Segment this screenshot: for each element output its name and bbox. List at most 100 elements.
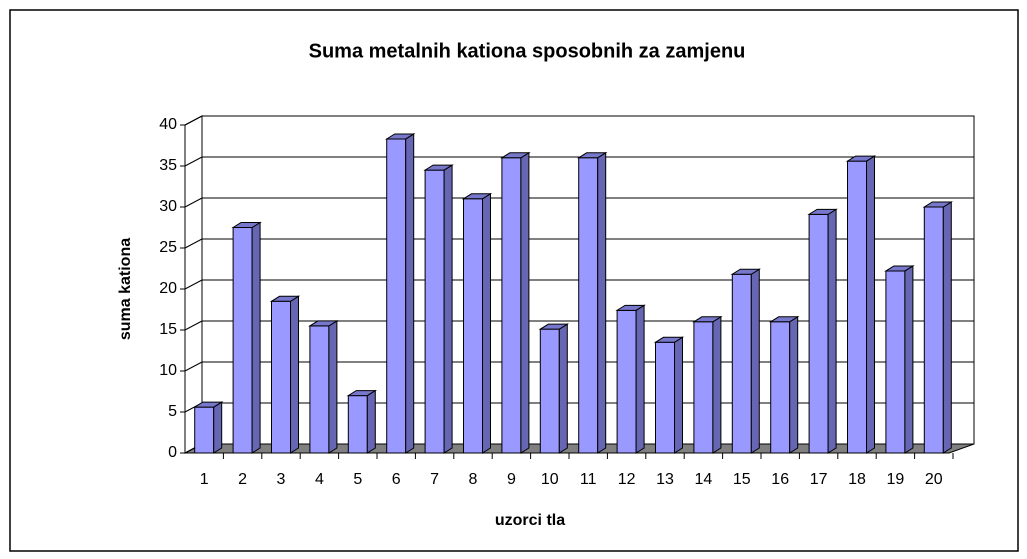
- bar-front: [923, 206, 944, 454]
- bar-front: [232, 227, 253, 454]
- y-tick-label: 20: [159, 280, 177, 297]
- bar-side: [366, 389, 376, 454]
- bar-side: [866, 155, 875, 454]
- bar: [807, 208, 838, 454]
- bar: [576, 151, 608, 454]
- bar: [845, 155, 877, 454]
- x-tick-label: 10: [541, 471, 559, 488]
- bar: [538, 323, 570, 454]
- bar: [231, 221, 262, 454]
- bar-front: [424, 169, 445, 454]
- bar: [653, 336, 685, 454]
- x-tick-label: 2: [238, 471, 247, 488]
- bar-top: [653, 336, 685, 343]
- chart-title: Suma metalnih kationa sposobnih za zamje…: [309, 40, 746, 62]
- x-axis-label: uzorci tla: [495, 512, 565, 529]
- x-tick-label: 15: [733, 471, 751, 488]
- bar-front: [808, 213, 829, 454]
- bar-top: [538, 323, 570, 330]
- bar-front: [885, 270, 906, 454]
- bar-front: [386, 138, 407, 454]
- x-tick-label: 14: [695, 471, 713, 488]
- bar-side: [750, 268, 760, 454]
- bar-top: [500, 152, 531, 159]
- x-tick-label: 5: [353, 471, 362, 488]
- bar-side: [520, 151, 530, 454]
- bar-top: [231, 222, 262, 228]
- grid-line-side: [184, 361, 203, 372]
- bar-side: [290, 295, 299, 454]
- bar-front: [539, 328, 560, 454]
- x-tick-label: 11: [580, 471, 597, 488]
- bar-side: [904, 265, 914, 454]
- bar-front: [616, 309, 637, 454]
- x-tick-label: 13: [656, 471, 674, 488]
- bar: [308, 319, 339, 454]
- bar-side: [674, 336, 683, 454]
- bar-side: [827, 208, 837, 454]
- bar: [500, 151, 531, 454]
- grid-line-side: [184, 279, 203, 290]
- bar-top: [768, 316, 800, 323]
- bar-front: [501, 157, 522, 454]
- x-tick-label: 19: [887, 471, 905, 488]
- x-tick-label: 6: [392, 471, 401, 488]
- bar-top: [692, 316, 723, 323]
- bar-top: [884, 265, 915, 272]
- bar-side: [405, 133, 415, 454]
- grid-line-side: [184, 320, 203, 331]
- bar-top: [615, 304, 646, 311]
- bar-side: [482, 192, 491, 454]
- bar: [692, 315, 723, 454]
- bar-front: [847, 160, 867, 454]
- bar-top: [845, 155, 877, 162]
- y-tick-label: 15: [159, 321, 177, 338]
- x-tick-label: 12: [618, 471, 636, 488]
- y-tick-label: 5: [168, 403, 177, 420]
- y-tick-label: 25: [159, 239, 177, 256]
- bar: [346, 389, 378, 454]
- bar: [768, 315, 800, 454]
- grid-line-side: [184, 238, 203, 249]
- bar-front: [655, 341, 675, 454]
- x-tick-label: 9: [507, 471, 516, 488]
- bar-top: [384, 133, 416, 140]
- bar-side: [251, 221, 261, 454]
- bar-side: [328, 319, 338, 454]
- bar-side: [597, 151, 607, 454]
- bar: [384, 133, 416, 454]
- x-tick-label: 7: [430, 471, 439, 488]
- x-tick-label: 8: [469, 471, 478, 488]
- bar: [423, 164, 454, 454]
- x-tick-label: 3: [277, 471, 286, 488]
- bar-top: [308, 320, 339, 327]
- x-tick-label: 18: [848, 471, 866, 488]
- bar-front: [309, 325, 330, 454]
- x-tick-label: 4: [315, 471, 324, 488]
- bar-top: [192, 401, 224, 408]
- bar-top: [461, 193, 493, 200]
- bar: [461, 192, 493, 454]
- y-tick-label: 0: [168, 444, 177, 461]
- bar-front: [194, 406, 215, 454]
- bar-front: [731, 273, 752, 454]
- bar: [615, 304, 646, 454]
- bar: [884, 265, 915, 454]
- y-tick-label: 40: [159, 116, 177, 133]
- bar-side: [213, 401, 223, 454]
- bar-top: [730, 268, 762, 275]
- bar-side: [712, 315, 722, 454]
- grid-line-side: [184, 156, 203, 167]
- grid-line-side: [184, 115, 203, 126]
- y-tick-label: 35: [159, 157, 177, 174]
- bar-front: [693, 321, 714, 454]
- bar-front: [463, 198, 483, 454]
- x-tick-label: 1: [200, 471, 209, 488]
- bar-front: [271, 300, 291, 454]
- x-tick-label: 16: [771, 471, 789, 488]
- bar-side: [789, 315, 799, 454]
- bar-top: [922, 201, 954, 208]
- bar-top: [269, 295, 301, 302]
- x-tick-label: 17: [810, 471, 828, 488]
